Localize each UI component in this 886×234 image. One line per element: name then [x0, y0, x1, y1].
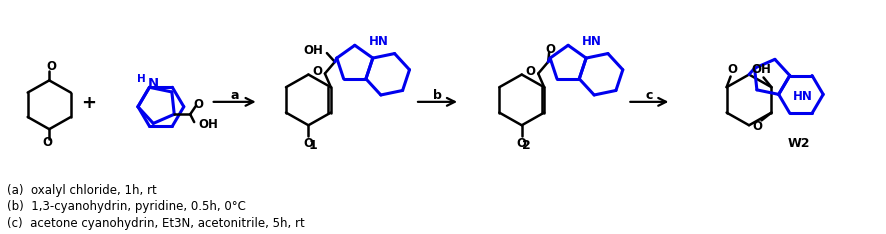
- Text: O: O: [46, 60, 56, 73]
- Text: O: O: [525, 65, 535, 78]
- Text: O: O: [43, 136, 52, 149]
- Text: OH: OH: [198, 117, 218, 131]
- Text: a: a: [230, 88, 239, 102]
- Text: O: O: [752, 120, 763, 133]
- Text: 2: 2: [523, 139, 531, 152]
- Text: O: O: [727, 63, 737, 76]
- Text: HN: HN: [793, 90, 812, 103]
- Text: O: O: [303, 137, 314, 150]
- Text: H: H: [137, 74, 146, 84]
- Text: c: c: [646, 88, 653, 102]
- Text: N: N: [147, 77, 159, 90]
- Text: O: O: [545, 43, 556, 56]
- Text: 1: 1: [309, 139, 318, 152]
- Text: O: O: [193, 98, 203, 111]
- Text: b: b: [433, 88, 442, 102]
- Text: (a)  oxalyl chloride, 1h, rt: (a) oxalyl chloride, 1h, rt: [7, 184, 157, 197]
- Text: OH: OH: [751, 63, 772, 76]
- Text: O: O: [517, 137, 527, 150]
- Text: W2: W2: [788, 137, 810, 150]
- Text: (b)  1,3-cyanohydrin, pyridine, 0.5h, 0°C: (b) 1,3-cyanohydrin, pyridine, 0.5h, 0°C: [7, 200, 246, 213]
- Text: OH: OH: [303, 44, 323, 57]
- Text: O: O: [312, 65, 322, 78]
- Text: (c)  acetone cyanohydrin, Et3N, acetonitrile, 5h, rt: (c) acetone cyanohydrin, Et3N, acetonitr…: [7, 217, 305, 230]
- Text: HN: HN: [582, 35, 602, 48]
- Text: HN: HN: [369, 35, 389, 48]
- Text: +: +: [82, 94, 97, 112]
